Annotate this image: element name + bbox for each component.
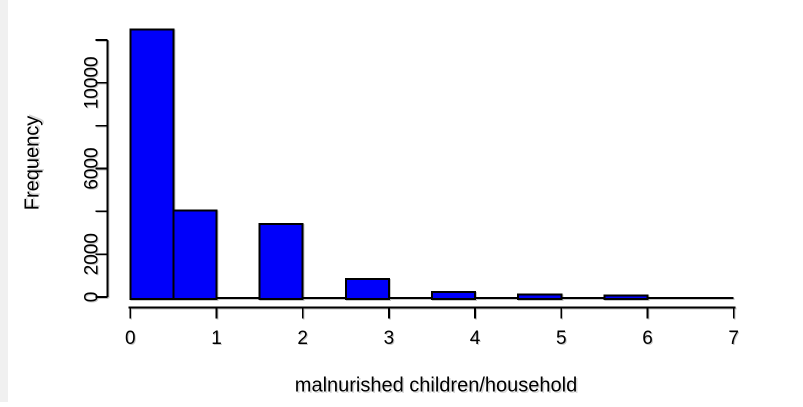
- x-tick-label: 3: [384, 328, 395, 349]
- x-tick-label: 5: [556, 328, 567, 349]
- x-tick-label: 6: [642, 328, 653, 349]
- histogram-bar: [258, 223, 304, 300]
- x-axis-title: malnurished children/household: [294, 374, 578, 397]
- y-tick-label: 6000: [82, 147, 103, 189]
- x-tick-label: 7: [728, 328, 739, 349]
- histogram-bar: [344, 278, 390, 301]
- y-axis-title: Frequency: [21, 115, 44, 211]
- histogram-bar: [172, 209, 218, 300]
- histogram-bar: [603, 294, 649, 300]
- y-tick-label: 2000: [82, 233, 103, 275]
- window-edge-strip: [0, 0, 8, 402]
- histogram-bar: [431, 290, 477, 300]
- x-tick-label: 2: [297, 328, 308, 349]
- x-tick-label: 1: [211, 328, 222, 349]
- histogram-bar: [517, 293, 563, 300]
- y-tick-label: 0: [82, 292, 103, 303]
- x-tick-label: 4: [470, 328, 481, 349]
- y-tick-label: 10000: [82, 56, 103, 109]
- x-tick-label: 0: [125, 328, 136, 349]
- histogram-bar: [129, 28, 175, 301]
